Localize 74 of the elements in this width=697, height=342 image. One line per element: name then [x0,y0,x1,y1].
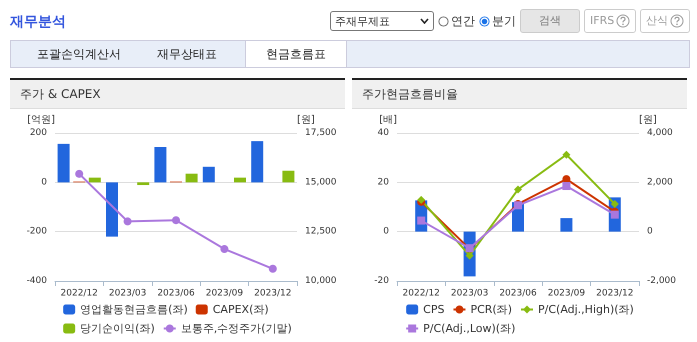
point [562,182,570,190]
y2-tick-label: 10,000 [305,276,337,286]
text: 검색 [520,9,580,33]
point [172,216,180,224]
point [610,200,619,208]
text: 재무상태표 [156,46,218,63]
y2-tick-label: 0 [647,226,653,237]
y-tick-label: 200 [30,128,48,138]
point [562,175,570,184]
y2-axis-title: [원] [297,114,315,126]
x-tick-label: 2023/06 [499,288,537,298]
y-tick-label: -200 [26,226,48,237]
text: 주재무제표 [335,14,390,28]
text: 현금흐름표 [245,41,347,67]
y-tick-label: 0 [383,226,390,237]
x-tick-label: 2023/03 [450,288,488,298]
x-tick-label: 2022/12 [60,288,98,298]
point [124,217,132,226]
point [220,245,228,254]
y-tick-label: 40 [378,128,390,138]
bar [186,174,198,182]
x-tick-label: 2023/12 [254,288,292,298]
y2-tick-label: 17,500 [305,128,337,138]
chart-title: 주가현금흐름비율 [352,78,687,109]
bar [234,178,246,182]
y-tick-label: -400 [26,276,48,286]
y-tick-label: -20 [374,276,390,286]
y2-tick-label: 15,000 [305,177,337,188]
y2-tick-label: 2,000 [647,177,674,188]
legend-label: CAPEX(좌) [212,303,269,316]
bar [251,141,264,182]
legend-label: P/C(Adj.,High)(좌) [538,303,634,316]
point [466,252,474,260]
y-tick-label: 0 [41,177,48,188]
point [417,216,426,225]
x-tick-label: 2023/06 [157,288,195,298]
text: 포괄손익계산서 [36,46,122,63]
text: 연간 [450,12,475,30]
bar [560,218,572,232]
point [562,150,570,159]
x-tick-label: 2022/12 [402,288,440,298]
bar [88,178,101,182]
y-axis-title: [배] [379,114,398,126]
bar [58,144,70,182]
text: 재무분석 [10,13,66,31]
legend-label: CPS [423,303,444,316]
bar [282,170,294,182]
point [75,170,84,178]
text: 산식 [640,9,690,33]
x-tick-label: 2023/09 [206,288,244,298]
y2-axis-title: [원] [639,114,657,126]
x-tick-label: 2023/12 [596,288,634,298]
y2-tick-label: 12,500 [305,226,337,237]
chart-title: 주가 & CAPEX [10,78,345,109]
legend-label: PCR(좌) [470,303,512,316]
bar [154,147,166,182]
bar [106,182,118,237]
point [268,264,277,273]
legend-label: P/C(Adj.,Low)(좌) [423,322,516,335]
y-tick-label: 20 [378,177,390,188]
legend-label: 당기순이익(좌) [80,322,155,335]
legend-label: 보통주,수정주가(기말) [180,322,292,335]
x-tick-label: 2023/09 [548,288,586,298]
y-axis-title: [억원] [27,114,56,126]
point [610,210,619,219]
y2-tick-label: 4,000 [647,128,674,138]
y2-tick-label: -2,000 [647,276,676,286]
x-tick-label: 2023/03 [108,288,146,298]
text: 분기 [491,12,516,30]
legend-label: 영업활동현금흐름(좌) [80,303,188,316]
bar [202,166,215,182]
point [514,185,522,194]
bar [137,182,150,186]
text: IFRS [584,9,636,33]
